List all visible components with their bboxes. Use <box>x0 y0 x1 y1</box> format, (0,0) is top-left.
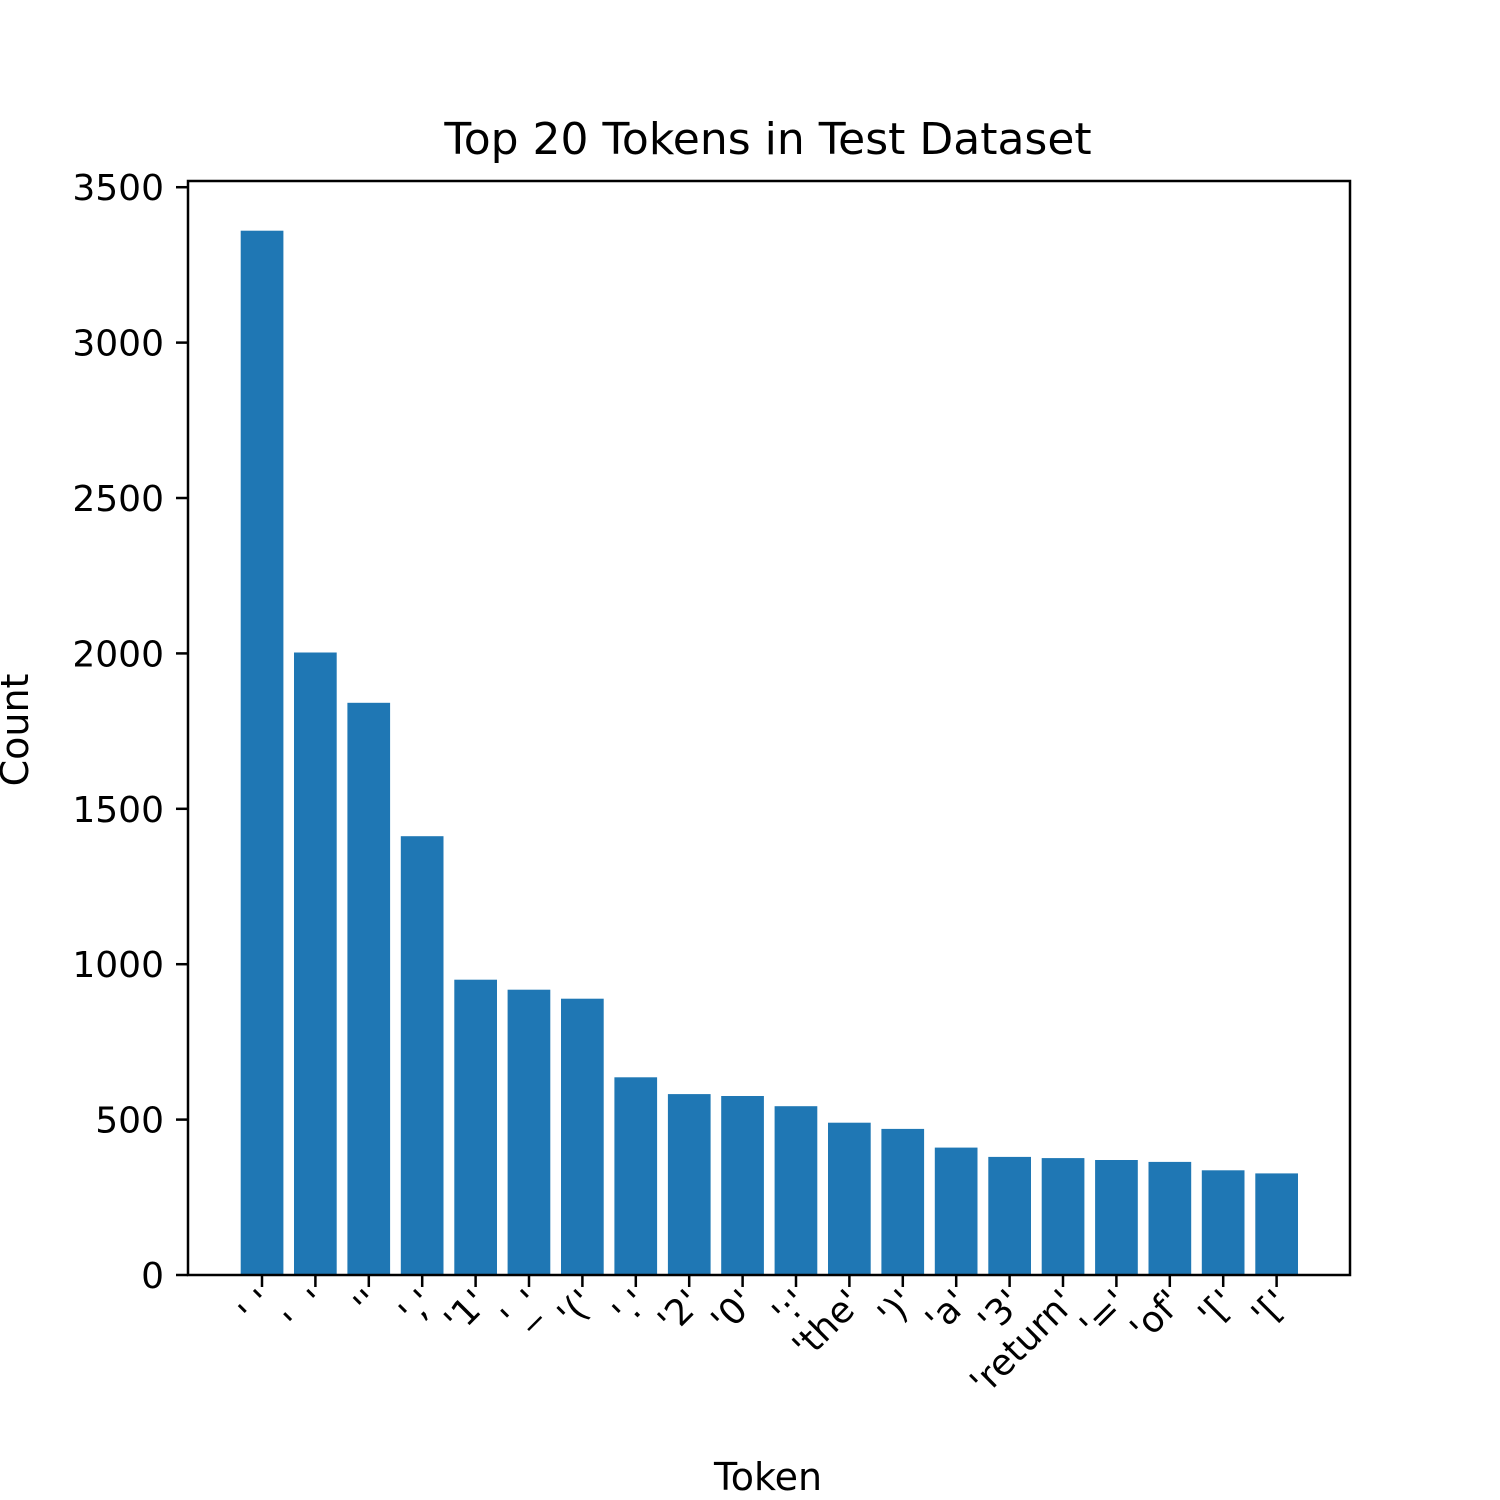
bar <box>1148 1161 1192 1275</box>
bar <box>507 989 551 1275</box>
bars-group <box>240 230 1298 1276</box>
bar <box>347 702 391 1275</box>
bar <box>1255 1173 1298 1275</box>
bar <box>294 652 337 1275</box>
y-axis-label: Count <box>0 674 37 787</box>
bar <box>667 1094 711 1275</box>
y-tick-label: 2000 <box>72 634 164 675</box>
bar <box>988 1156 1031 1275</box>
bar <box>240 230 284 1276</box>
y-tick-label: 500 <box>95 1101 164 1142</box>
y-tick-label: 1500 <box>72 790 164 831</box>
y-tick-label: 3500 <box>72 168 164 209</box>
bar <box>1095 1160 1138 1275</box>
bar <box>614 1077 658 1275</box>
bar <box>454 979 497 1275</box>
plot-frame <box>186 179 1352 1277</box>
bar <box>1201 1170 1245 1275</box>
bar <box>1041 1158 1085 1275</box>
y-axis: 0 500 1000 1500 2000 2500 3000 3500 <box>72 168 188 1297</box>
bar <box>721 1096 764 1275</box>
bar <box>934 1147 978 1275</box>
chart-title: Top 20 Tokens in Test Dataset <box>443 114 1091 165</box>
bar <box>561 998 604 1275</box>
bar <box>828 1122 871 1275</box>
bar <box>881 1128 925 1275</box>
bar <box>774 1106 818 1275</box>
x-axis-label: Token <box>713 1455 822 1499</box>
bar <box>400 836 444 1275</box>
y-tick-label: 0 <box>141 1256 164 1297</box>
y-tick-label: 1000 <box>72 945 164 986</box>
y-tick-label: 3000 <box>72 324 164 365</box>
y-tick-label: 2500 <box>72 479 164 520</box>
